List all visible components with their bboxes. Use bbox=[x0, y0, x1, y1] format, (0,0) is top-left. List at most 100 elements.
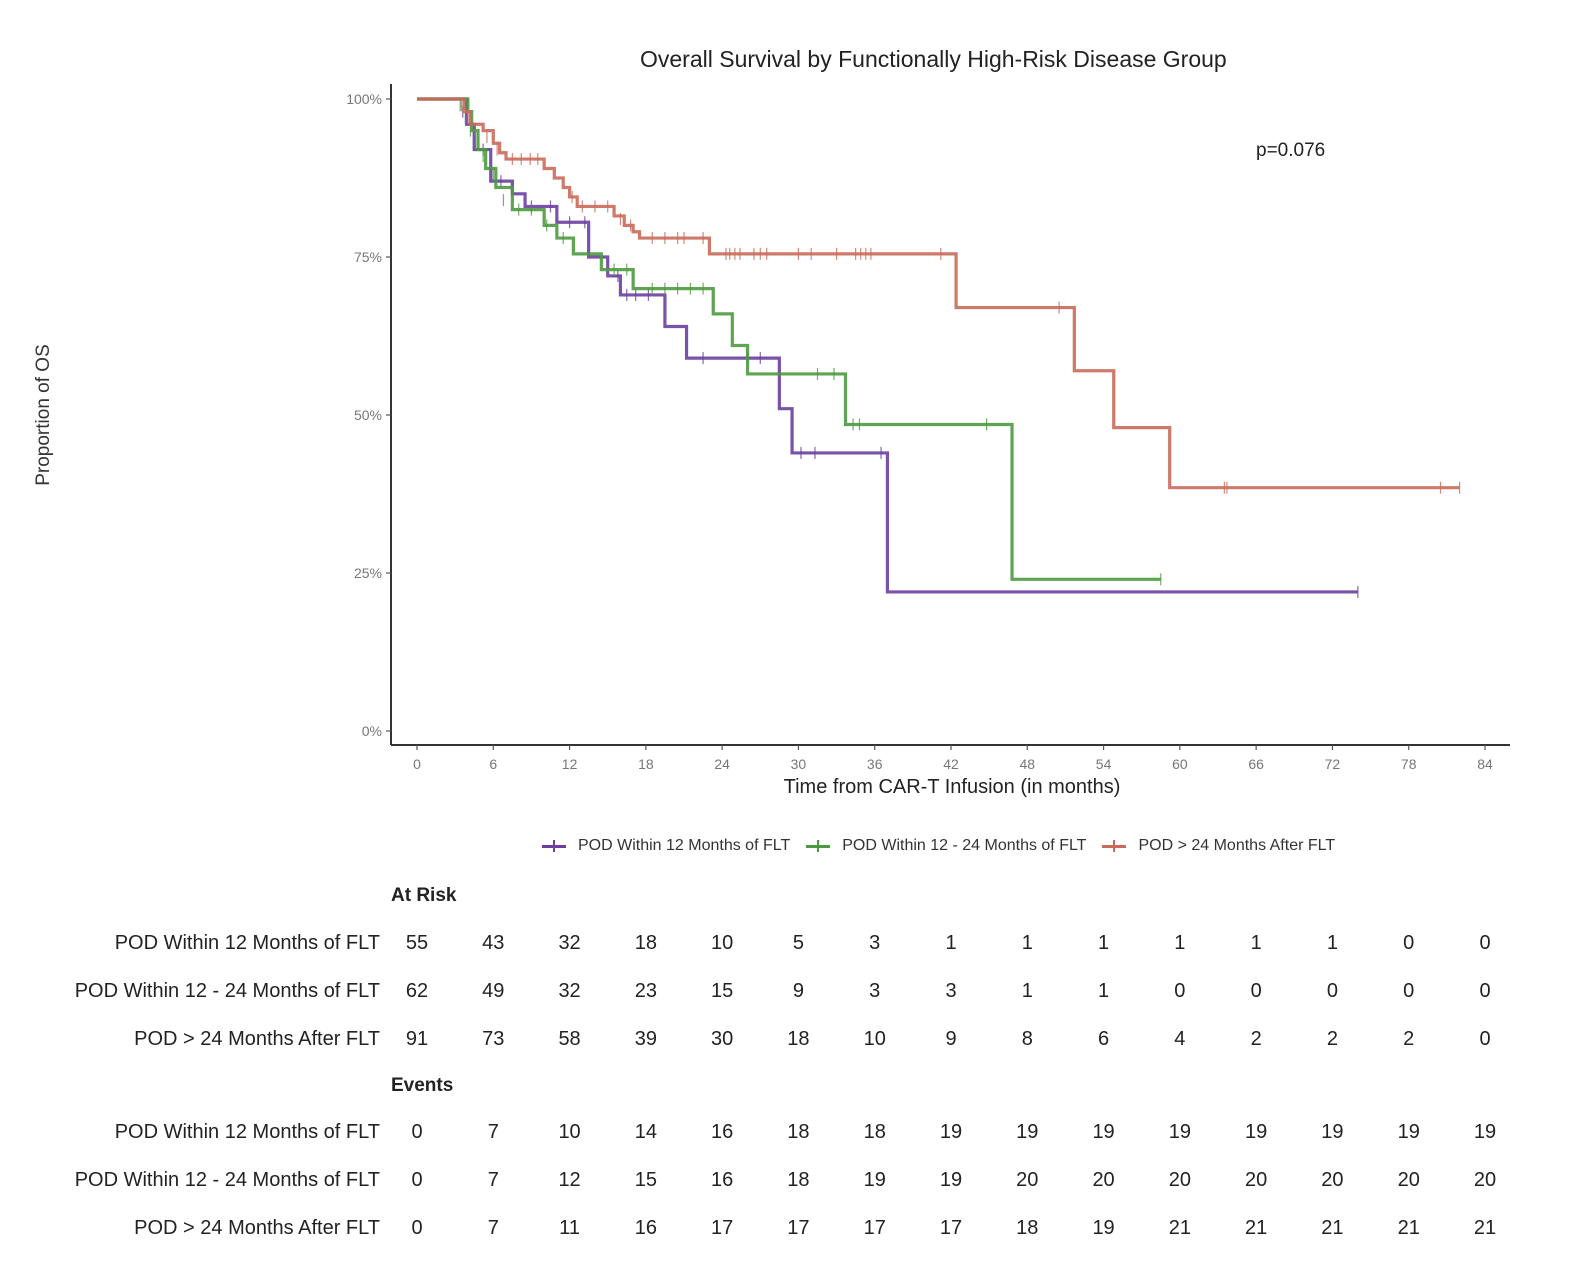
x-tick-label: 12 bbox=[562, 756, 578, 772]
survival-plot: 0% 25% 50% 75% 100% 0 6 12 18 24 30 36 42 48 54 60 66 72 7… bbox=[346, 84, 1510, 772]
table-cell: 62 bbox=[405, 980, 429, 1002]
x-tick-label: 0 bbox=[413, 756, 421, 772]
table-cell: 20 bbox=[1245, 1169, 1268, 1191]
series-3 bbox=[417, 97, 1461, 494]
table-cell: 19 bbox=[939, 1121, 963, 1143]
table-cell: 2 bbox=[1403, 1028, 1415, 1050]
x-tick-label: 6 bbox=[489, 756, 497, 772]
table-cell: 1 bbox=[1098, 980, 1110, 1002]
table-cell: 21 bbox=[1397, 1217, 1420, 1239]
table-cell: 19 bbox=[863, 1169, 886, 1191]
table-cell: 30 bbox=[711, 1028, 734, 1050]
table-cell: 20 bbox=[1016, 1169, 1039, 1191]
table-cell: 18 bbox=[787, 1121, 810, 1143]
x-tick-label: 30 bbox=[791, 756, 807, 772]
legend-item: POD Within 12 - 24 Months of FLT bbox=[804, 836, 1086, 856]
table-cell: 5 bbox=[792, 932, 804, 954]
table-cell: 23 bbox=[634, 980, 657, 1002]
table-cell: 10 bbox=[863, 1028, 886, 1050]
table-cell: 1 bbox=[1250, 932, 1262, 954]
table-cell: 1 bbox=[945, 932, 957, 954]
table-cell: 0 bbox=[1326, 980, 1338, 1002]
table-cell: 21 bbox=[1473, 1217, 1497, 1239]
legend-key-icon bbox=[1100, 836, 1128, 856]
table-cell: 18 bbox=[863, 1121, 886, 1143]
table-cell: 17 bbox=[939, 1217, 963, 1239]
table-row-label: POD > 24 Months After FLT bbox=[134, 1028, 380, 1050]
table-cell: 19 bbox=[1321, 1121, 1344, 1143]
legend-item: POD Within 12 Months of FLT bbox=[540, 836, 790, 856]
table-cell: 14 bbox=[634, 1121, 657, 1143]
table-cell: 18 bbox=[634, 932, 657, 954]
table-cell: 6 bbox=[1098, 1028, 1110, 1050]
table-cell: 32 bbox=[558, 932, 581, 954]
table-cell: 1 bbox=[1326, 932, 1338, 954]
x-tick-label: 24 bbox=[714, 756, 730, 772]
x-tick-label: 54 bbox=[1096, 756, 1112, 772]
x-axis-label: Time from CAR-T Infusion (in months) bbox=[783, 776, 1121, 798]
table-cell: 1 bbox=[1098, 932, 1110, 954]
y-tick-label: 0% bbox=[362, 723, 382, 739]
km-curve bbox=[417, 97, 1358, 594]
table-row-label: POD Within 12 Months of FLT bbox=[114, 1121, 380, 1143]
survival-curves bbox=[417, 97, 1461, 598]
table-cell: 21 bbox=[1245, 1217, 1268, 1239]
legend-label: POD Within 12 Months of FLT bbox=[578, 837, 791, 854]
table-cell: 55 bbox=[405, 932, 429, 954]
table-cell: 19 bbox=[1397, 1121, 1420, 1143]
table-cell: 0 bbox=[1403, 932, 1415, 954]
table-cell: 3 bbox=[869, 980, 881, 1002]
table-cell: 19 bbox=[1245, 1121, 1268, 1143]
table-cell: 18 bbox=[1016, 1217, 1039, 1239]
legend: POD Within 12 Months of FLT POD Within 12… bbox=[540, 836, 1349, 856]
y-tick-label: 75% bbox=[354, 249, 382, 265]
km-curve bbox=[417, 97, 1460, 490]
table-cell: 91 bbox=[405, 1028, 429, 1050]
table-cell: 7 bbox=[487, 1217, 499, 1239]
table-cell: 20 bbox=[1168, 1169, 1191, 1191]
table-cell: 43 bbox=[482, 932, 505, 954]
table-cell: 20 bbox=[1473, 1169, 1497, 1191]
table-cell: 0 bbox=[1174, 980, 1186, 1002]
x-tick-label: 48 bbox=[1019, 756, 1035, 772]
table-cell: 9 bbox=[945, 1028, 957, 1050]
x-tick-label: 84 bbox=[1477, 756, 1493, 772]
table-cell: 16 bbox=[634, 1217, 657, 1239]
x-tick-label: 60 bbox=[1172, 756, 1188, 772]
table-cell: 1 bbox=[1174, 932, 1186, 954]
table-row-label: POD Within 12 - 24 Months of FLT bbox=[74, 980, 380, 1002]
table-cell: 2 bbox=[1326, 1028, 1338, 1050]
legend-item: POD > 24 Months After FLT bbox=[1100, 836, 1335, 856]
y-tick-label: 100% bbox=[346, 91, 382, 107]
table-heading: Events bbox=[391, 1075, 454, 1096]
table-cell: 21 bbox=[1321, 1217, 1344, 1239]
table-cell: 15 bbox=[711, 980, 734, 1002]
table-cell: 12 bbox=[558, 1169, 581, 1191]
table-cell: 18 bbox=[787, 1028, 810, 1050]
x-tick-label: 42 bbox=[943, 756, 959, 772]
table-cell: 0 bbox=[1479, 932, 1491, 954]
table-cell: 10 bbox=[711, 932, 734, 954]
table-cell: 16 bbox=[711, 1169, 734, 1191]
table-cell: 19 bbox=[1473, 1121, 1497, 1143]
x-tick-label: 18 bbox=[638, 756, 654, 772]
table-cell: 16 bbox=[711, 1121, 734, 1143]
x-tick-label: 66 bbox=[1248, 756, 1264, 772]
table-cell: 9 bbox=[792, 980, 804, 1002]
table-cell: 15 bbox=[634, 1169, 657, 1191]
table-cell: 0 bbox=[1403, 980, 1415, 1002]
table-cell: 7 bbox=[487, 1121, 499, 1143]
table-cell: 19 bbox=[1092, 1121, 1115, 1143]
legend-label: POD Within 12 - 24 Months of FLT bbox=[842, 837, 1087, 854]
table-heading: At Risk bbox=[391, 885, 457, 906]
x-tick-label: 36 bbox=[867, 756, 883, 772]
table-cell: 19 bbox=[1016, 1121, 1039, 1143]
table-cell: 3 bbox=[869, 932, 881, 954]
km-curve bbox=[417, 97, 1161, 581]
legend-label: POD > 24 Months After FLT bbox=[1138, 837, 1336, 854]
table-cell: 8 bbox=[1021, 1028, 1033, 1050]
chart-title: Overall Survival by Functionally High-Ri… bbox=[640, 46, 1227, 72]
table-cell: 1 bbox=[1021, 932, 1033, 954]
table-cell: 0 bbox=[1479, 980, 1491, 1002]
table-cell: 7 bbox=[487, 1169, 499, 1191]
